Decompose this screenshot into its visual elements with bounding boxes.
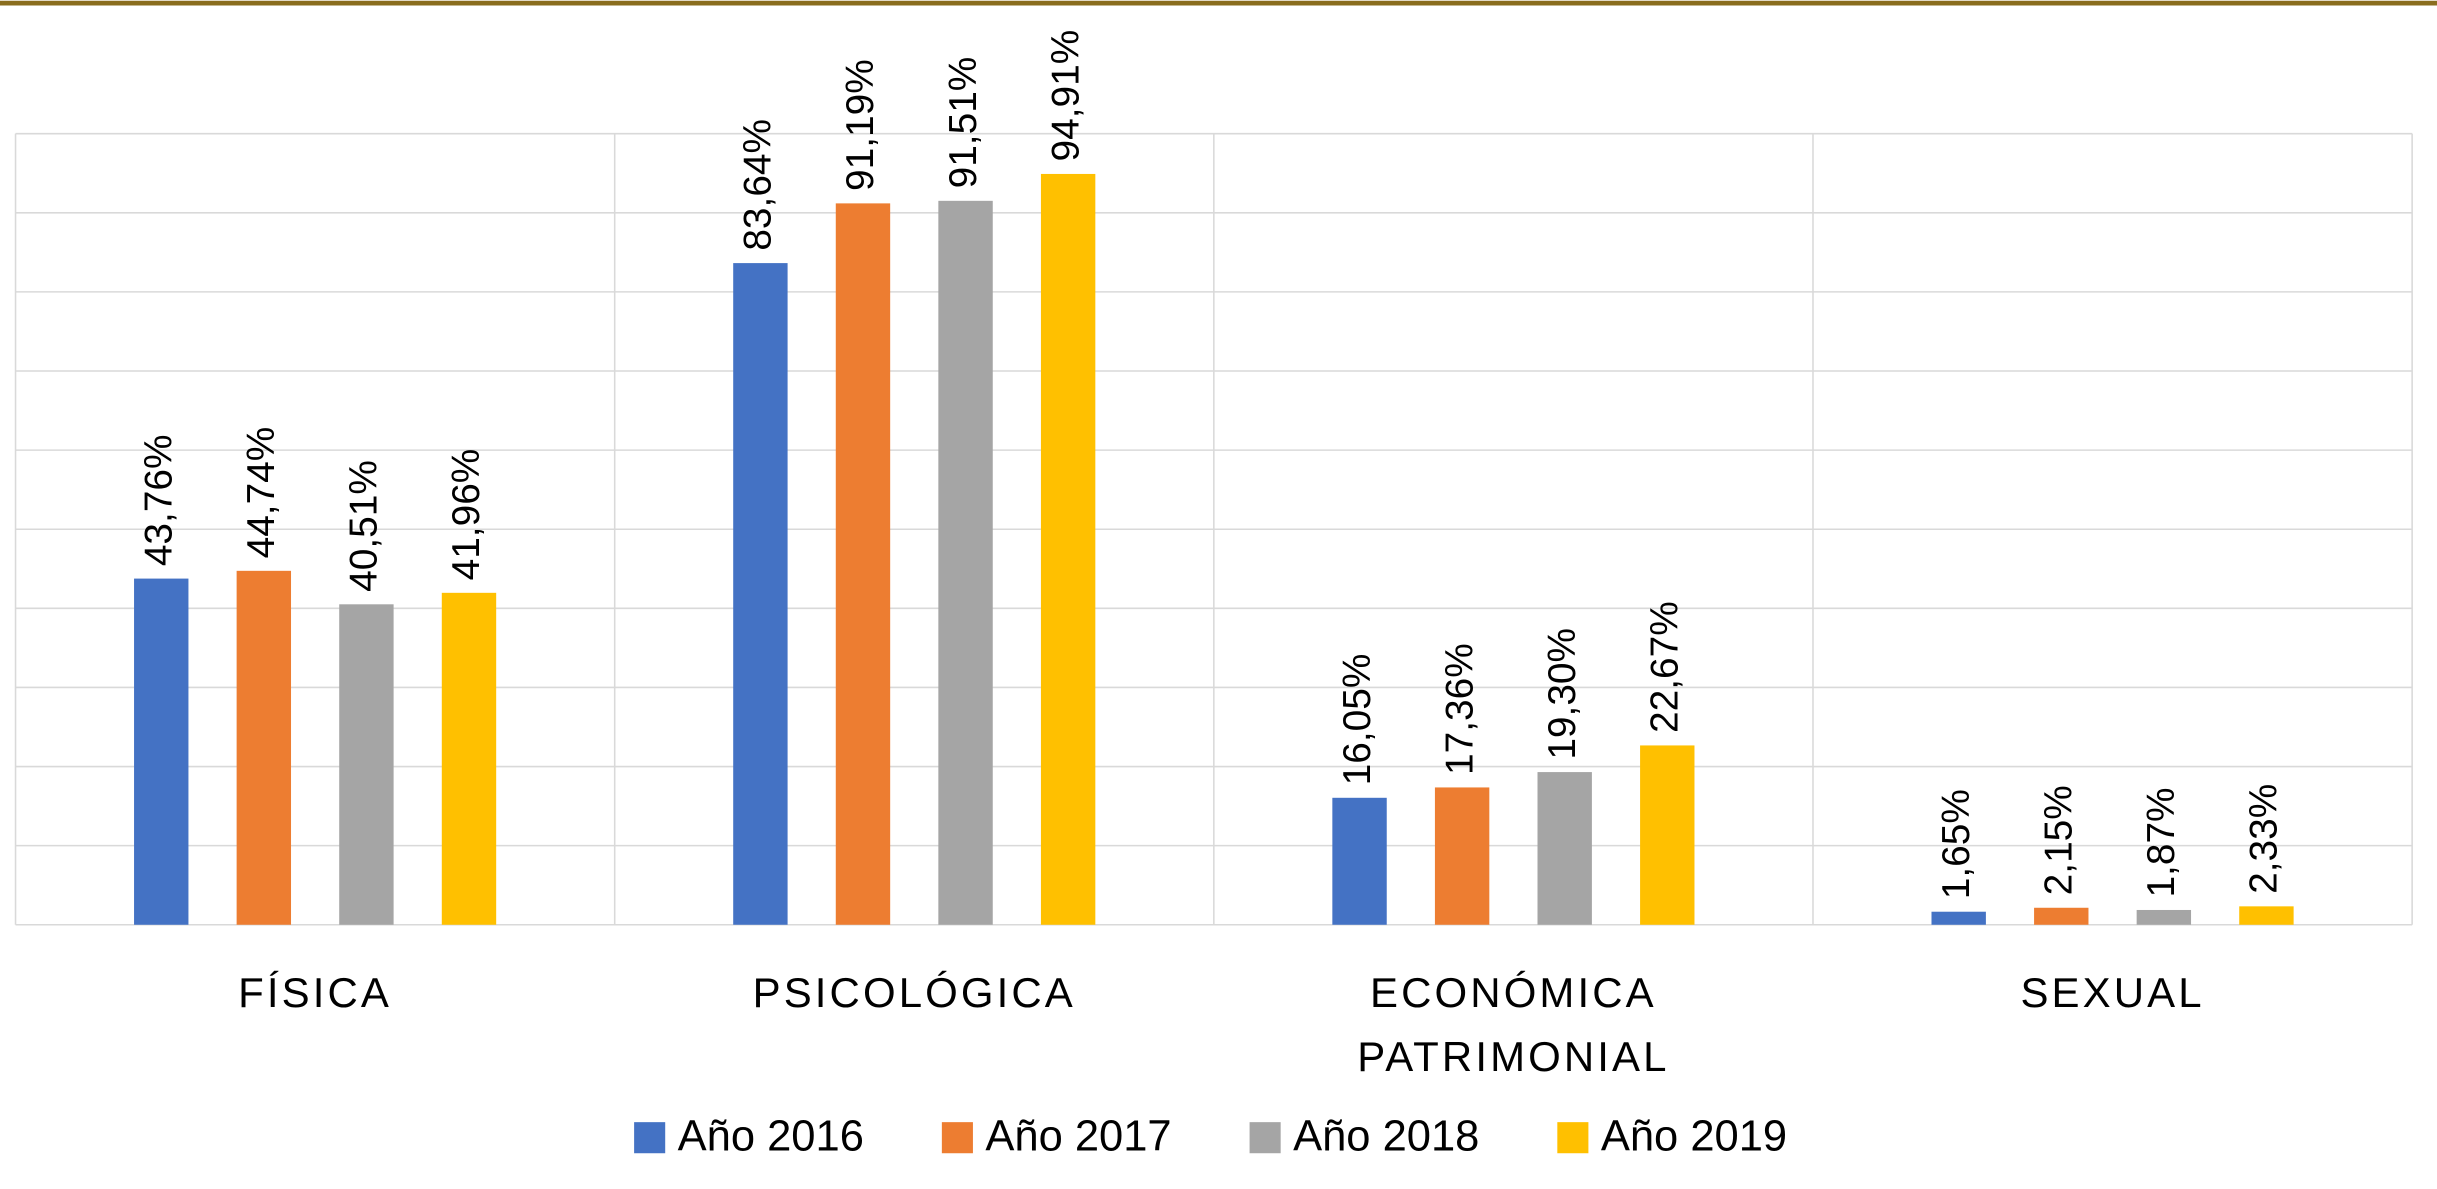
bar — [2137, 910, 2191, 925]
x-tick-label: ECONÓMICAPATRIMONIAL — [1357, 969, 1669, 1080]
legend-label: Año 2018 — [1293, 1113, 1479, 1161]
x-tick-label: FÍSICA — [238, 969, 392, 1016]
data-label: 43,76% — [138, 434, 181, 566]
data-label: 16,05% — [1336, 654, 1379, 786]
bar — [1931, 912, 1985, 925]
x-tick-label: SEXUAL — [2020, 969, 2204, 1016]
bar — [1640, 745, 1694, 924]
data-label: 91,51% — [942, 57, 985, 189]
legend-swatch — [1557, 1122, 1588, 1153]
bar — [2034, 908, 2088, 925]
data-label: 44,74% — [240, 427, 283, 559]
bar — [2239, 906, 2293, 924]
data-label: 94,91% — [1044, 30, 1087, 162]
legend-label: Año 2016 — [678, 1113, 864, 1161]
bar — [237, 571, 291, 925]
legend-swatch — [942, 1122, 973, 1153]
legend-swatch — [634, 1122, 665, 1153]
data-label: 17,36% — [1438, 643, 1481, 775]
legend-label: Año 2019 — [1601, 1113, 1787, 1161]
bar — [134, 579, 188, 925]
data-label: 2,15% — [2038, 785, 2081, 895]
bar — [1332, 798, 1386, 925]
data-label: 41,96% — [445, 449, 488, 581]
bar — [1538, 772, 1592, 925]
bar — [836, 203, 890, 924]
x-tick-label: PSICOLÓGICA — [753, 969, 1076, 1016]
bar — [938, 201, 992, 925]
data-label: 1,65% — [1935, 789, 1978, 899]
bar — [1041, 174, 1095, 925]
bar — [733, 263, 787, 925]
bar — [442, 593, 496, 925]
legend-label: Año 2017 — [985, 1113, 1171, 1161]
bar — [339, 604, 393, 924]
data-label: 91,19% — [839, 59, 882, 191]
data-label: 83,64% — [737, 119, 780, 251]
chart: FÍSICA 43,76% 44,74% 40,51% 41,96% PSICOLÓGIC… — [0, 0, 2437, 1189]
data-label: 2,33% — [2243, 784, 2286, 894]
data-label: 19,30% — [1541, 628, 1584, 760]
data-label: 22,67% — [1644, 601, 1687, 733]
data-label: 40,51% — [343, 460, 386, 592]
bar — [1435, 787, 1489, 924]
data-label: 1,87% — [2140, 787, 2183, 897]
legend-swatch — [1250, 1122, 1281, 1153]
